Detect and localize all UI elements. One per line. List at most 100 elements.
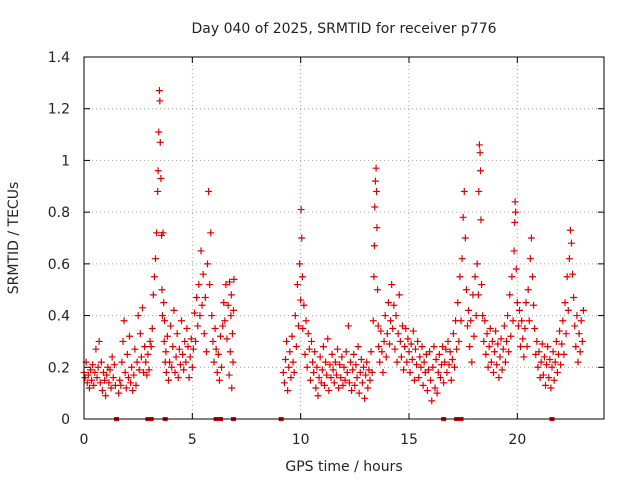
data-point [128,363,136,371]
data-point [207,229,215,237]
data-point [341,376,349,384]
data-point [152,255,159,263]
data-point [362,371,370,379]
data-point [200,330,208,338]
x-tick-label: 20 [508,432,526,448]
data-point [328,350,336,358]
data-point [378,348,386,356]
data-point [229,358,237,366]
data-point [396,337,404,345]
data-point [356,368,364,376]
data-point [492,327,500,335]
data-point [423,387,431,395]
data-point [176,361,184,369]
data-point [327,374,335,382]
data-point [93,374,101,382]
data-point [143,371,151,379]
data-point [206,281,214,289]
data-point [534,363,542,371]
data-point [139,304,146,312]
data-point [575,330,583,338]
data-point [458,255,466,263]
data-point [178,317,185,325]
data-point [283,337,291,345]
data-point [301,350,309,358]
data-point [330,379,338,387]
data-point [496,353,504,361]
data-point [218,363,226,371]
data-point [369,317,377,325]
data-point [156,138,164,146]
data-point [155,87,163,95]
data-point [224,301,232,309]
data-point [210,358,218,366]
data-point [497,335,505,343]
data-point [126,332,133,340]
data-point [228,384,236,392]
data-point [119,337,127,345]
data-point [103,371,111,379]
data-point [94,363,102,371]
data-point [226,348,234,356]
data-point [226,278,234,286]
data-point [560,350,568,358]
data-point [160,337,168,345]
data-point [559,317,567,325]
data-point [563,273,571,281]
data-point [498,366,506,374]
y-tick-label: 1.2 [48,102,70,118]
data-point [213,368,221,376]
x-tick-label: 15 [400,432,418,448]
data-point [525,317,533,325]
data-point [87,366,94,374]
data-point [491,348,499,356]
data-point [493,361,501,369]
data-point [150,273,158,281]
y-tick-label: 0.2 [48,360,70,376]
data-point [228,330,236,338]
data-point [95,337,103,345]
data-point [352,361,360,369]
data-point [189,345,197,353]
data-point [98,387,106,395]
data-point [483,330,491,338]
data-point [230,306,237,314]
data-point [105,379,113,387]
data-point [342,348,350,356]
data-point [545,374,553,382]
data-point [577,317,585,325]
y-tick-labels: 0 0.2 0.4 0.6 0.8 1 1.2 1.4 [48,50,70,428]
data-point [187,335,195,343]
data-point [568,239,575,247]
data-point [209,337,217,345]
data-point [136,330,144,338]
data-point [513,299,521,307]
data-point [448,356,456,364]
data-point [410,376,418,384]
data-point [415,374,423,382]
data-point [101,376,109,384]
data-point [169,343,177,351]
data-point [414,337,422,345]
data-point [454,299,462,307]
data-point [488,337,496,345]
data-point [90,381,98,389]
data-point [287,374,295,382]
data-point [475,187,483,195]
data-point [447,376,455,384]
data-point [382,353,390,361]
data-point [282,356,289,364]
data-point [380,337,388,345]
data-point [379,368,387,376]
data-point [186,353,194,361]
data-point [147,343,155,351]
data-point [412,345,419,353]
data-point [427,376,435,384]
data-point [445,361,453,369]
data-point [484,363,492,371]
data-point [132,381,140,389]
data-point [400,366,408,374]
data-point [374,322,382,330]
data-point [449,330,457,338]
